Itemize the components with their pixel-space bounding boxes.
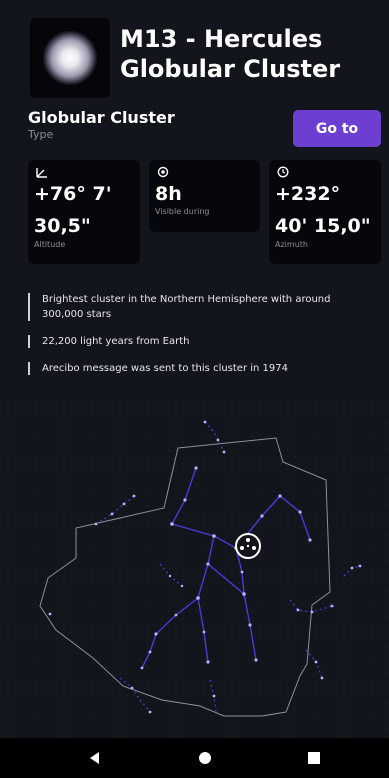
fact-item: 22,200 light years from Earth bbox=[28, 334, 368, 349]
azimuth-value-line1: +232° bbox=[275, 183, 341, 205]
page-title: M13 - Hercules Globular Cluster bbox=[120, 25, 341, 83]
altitude-card: +76° 7' 30,5" Altitude bbox=[28, 160, 140, 264]
system-navigation-bar bbox=[0, 738, 389, 778]
visible-value: 8h bbox=[155, 183, 182, 205]
type-label: Type bbox=[28, 128, 54, 141]
object-type: Globular Cluster Type bbox=[28, 108, 175, 142]
altitude-value-line2: 30,5" bbox=[34, 215, 91, 237]
cluster-glow-icon bbox=[43, 31, 97, 85]
type-value: Globular Cluster bbox=[28, 108, 175, 127]
star-field-background bbox=[0, 400, 389, 738]
square-recents-icon bbox=[308, 752, 320, 764]
fact-bar bbox=[28, 362, 30, 375]
fact-text: 22,200 light years from Earth bbox=[42, 336, 190, 347]
back-button[interactable] bbox=[83, 746, 107, 770]
go-to-button[interactable]: Go to bbox=[293, 110, 381, 147]
altitude-angle-icon bbox=[36, 168, 47, 178]
fact-text: Arecibo message was sent to this cluster… bbox=[42, 363, 288, 374]
visible-label: Visible during bbox=[155, 207, 210, 216]
visible-during-card: 8h Visible during bbox=[149, 160, 260, 232]
azimuth-label: Azimuth bbox=[275, 240, 308, 249]
object-thumbnail bbox=[30, 18, 110, 98]
home-button[interactable] bbox=[193, 746, 217, 770]
fact-text: Brightest cluster in the Northern Hemisp… bbox=[42, 294, 331, 320]
recents-button[interactable] bbox=[302, 746, 326, 770]
fact-item: Brightest cluster in the Northern Hemisp… bbox=[28, 292, 368, 322]
facts-list: Brightest cluster in the Northern Hemisp… bbox=[28, 292, 368, 388]
altitude-value-line1: +76° 7' bbox=[34, 183, 112, 205]
fact-bar bbox=[28, 335, 30, 348]
compass-icon bbox=[277, 166, 289, 178]
fact-bar bbox=[28, 293, 30, 321]
target-marker-icon[interactable] bbox=[235, 533, 261, 559]
constellation-boundary bbox=[39, 437, 331, 717]
fact-item: Arecibo message was sent to this cluster… bbox=[28, 361, 368, 376]
stars bbox=[48, 420, 362, 714]
circle-home-icon bbox=[199, 752, 211, 764]
azimuth-value-line2: 40' 15,0" bbox=[275, 215, 371, 237]
triangle-back-icon bbox=[90, 752, 99, 764]
azimuth-card: +232° 40' 15,0" Azimuth bbox=[269, 160, 381, 264]
sun-icon bbox=[157, 166, 169, 178]
altitude-label: Altitude bbox=[34, 240, 66, 249]
constellation-sky-map[interactable] bbox=[0, 400, 389, 738]
object-header: M13 - Hercules Globular Cluster bbox=[0, 0, 389, 100]
